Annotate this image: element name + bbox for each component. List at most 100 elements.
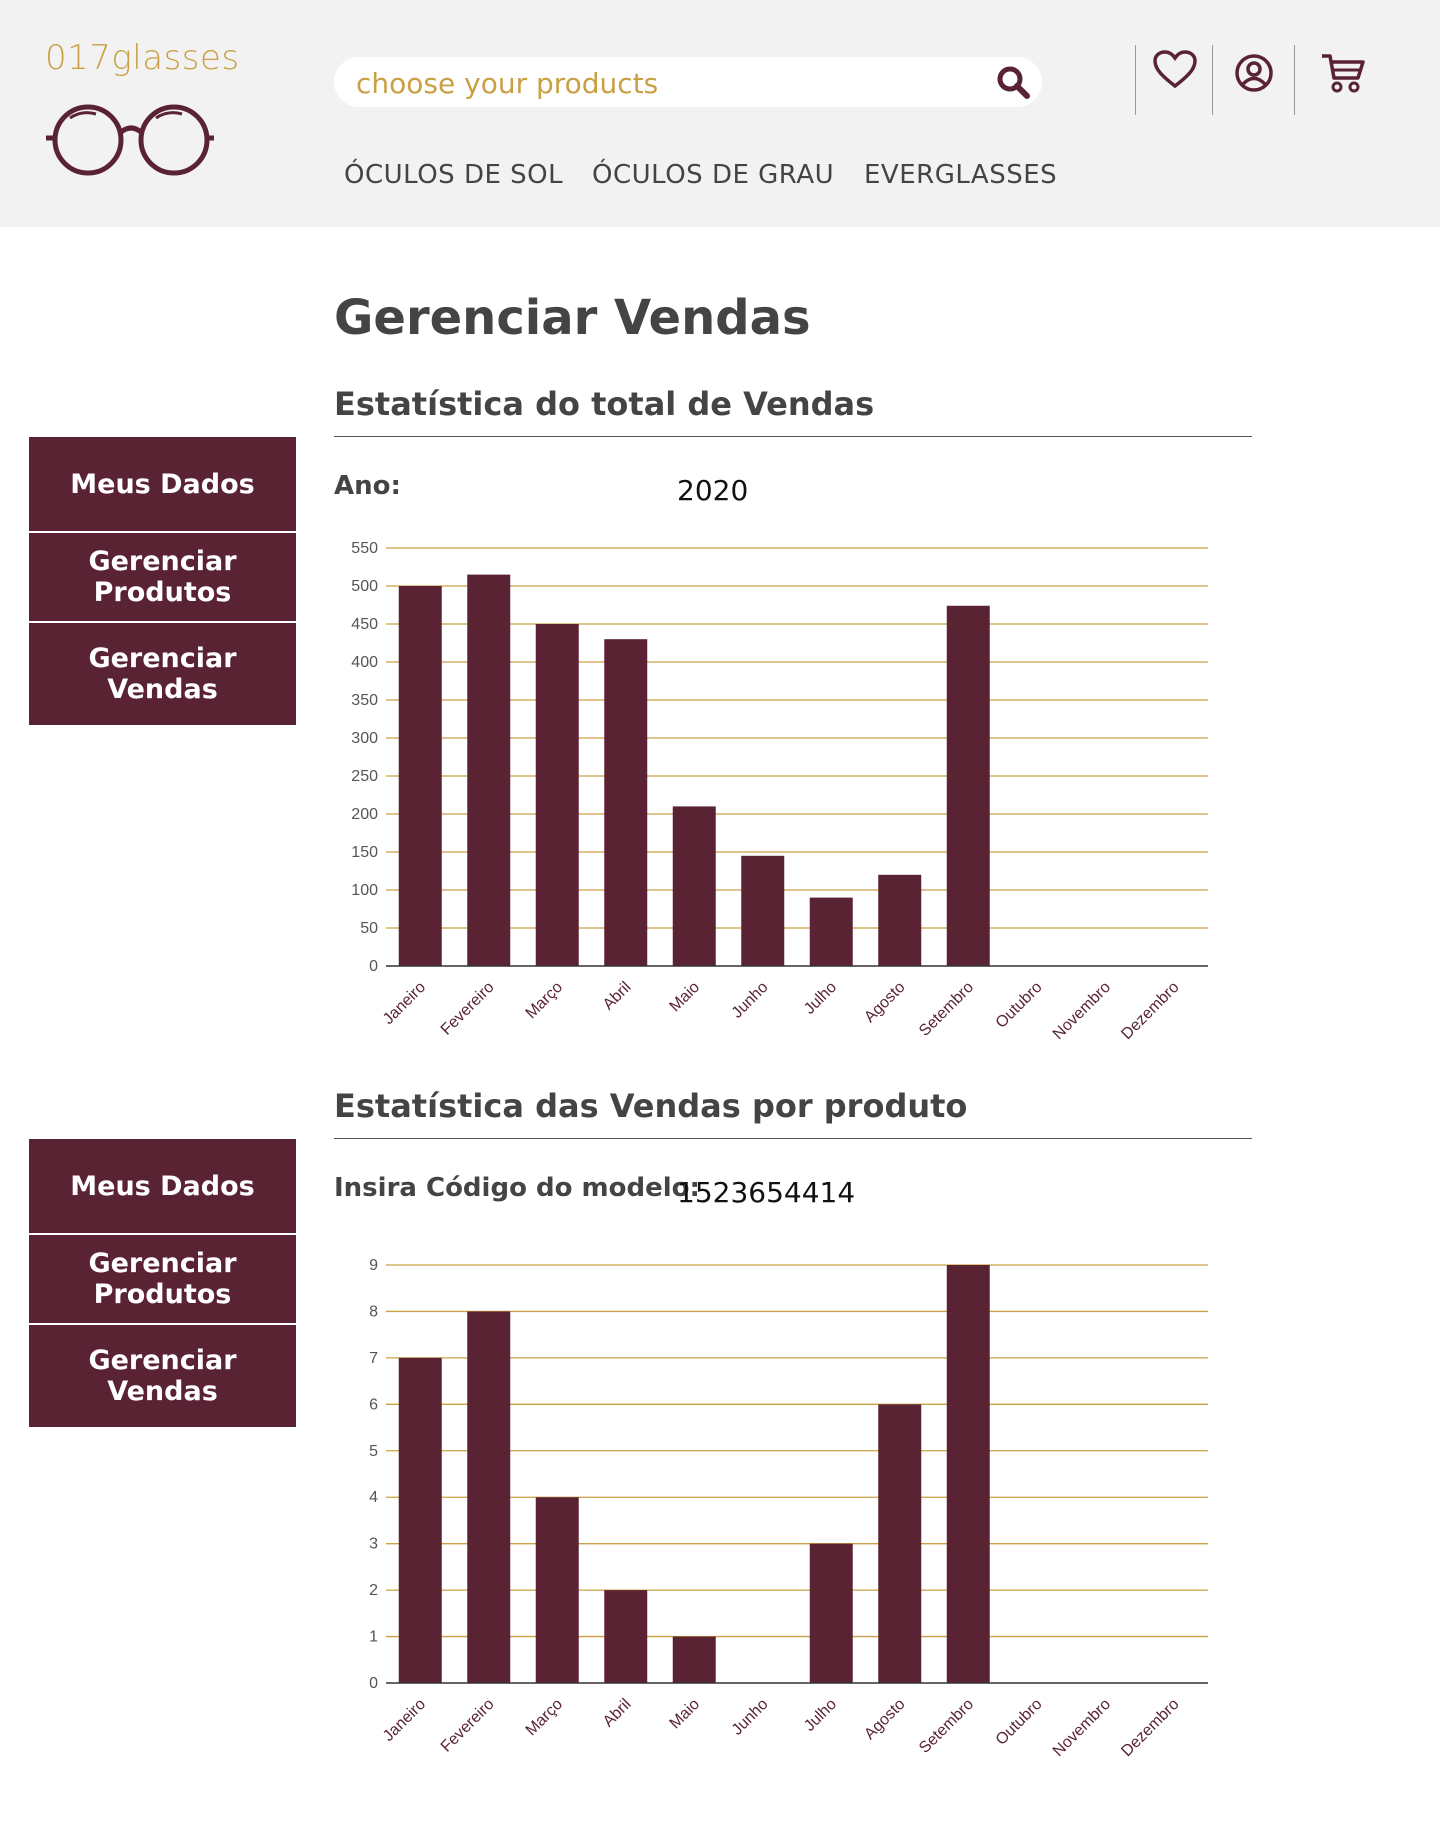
section-divider bbox=[334, 1138, 1252, 1139]
bar-setembro bbox=[946, 605, 990, 966]
section-title-total-vendas: Estatística do total de Vendas bbox=[334, 385, 875, 423]
y-tick-label: 5 bbox=[369, 1443, 378, 1460]
y-tick-label: 0 bbox=[369, 958, 378, 975]
x-tick-label: Maio bbox=[667, 979, 704, 1016]
bar-janeiro bbox=[398, 586, 442, 966]
y-tick-label: 7 bbox=[369, 1350, 378, 1367]
y-tick-label: 6 bbox=[369, 1396, 378, 1413]
sidebar-item-gerenciar-produtos[interactable]: Gerenciar Produtos bbox=[29, 533, 296, 621]
sidebar-separator bbox=[29, 1323, 296, 1325]
x-tick-label: Janeiro bbox=[380, 1696, 429, 1745]
cart-icon[interactable] bbox=[1320, 52, 1366, 94]
x-tick-label: Novembro bbox=[1050, 979, 1114, 1043]
y-tick-label: 550 bbox=[351, 540, 378, 557]
y-tick-label: 450 bbox=[351, 616, 378, 633]
logo-text[interactable]: 017glasses bbox=[45, 38, 240, 78]
x-tick-label: Dezembro bbox=[1118, 1696, 1182, 1760]
sidebar: Meus Dados Gerenciar Produtos Gerenciar … bbox=[29, 1139, 296, 1427]
bar-setembro bbox=[946, 1265, 990, 1683]
y-tick-label: 300 bbox=[351, 730, 378, 747]
x-tick-label: Abril bbox=[600, 979, 635, 1014]
sidebar-item-meus-dados[interactable]: Meus Dados bbox=[29, 1139, 296, 1233]
sidebar-separator bbox=[29, 531, 296, 533]
y-tick-label: 150 bbox=[351, 844, 378, 861]
x-tick-label: Setembro bbox=[916, 1696, 977, 1757]
x-tick-label: Julho bbox=[801, 1696, 840, 1735]
nav-oculos-de-grau[interactable]: ÓCULOS DE GRAU bbox=[592, 160, 835, 190]
user-icon[interactable] bbox=[1234, 53, 1274, 93]
bar-março bbox=[535, 624, 579, 966]
x-tick-label: Julho bbox=[801, 979, 840, 1018]
x-tick-label: Março bbox=[523, 979, 567, 1023]
bar-abril bbox=[604, 1590, 648, 1683]
y-tick-label: 100 bbox=[351, 882, 378, 899]
y-tick-label: 200 bbox=[351, 806, 378, 823]
search-icon[interactable] bbox=[994, 63, 1034, 103]
x-tick-label: Outubro bbox=[993, 1696, 1046, 1749]
sidebar-item-gerenciar-vendas[interactable]: Gerenciar Vendas bbox=[29, 623, 296, 725]
y-tick-label: 400 bbox=[351, 654, 378, 671]
y-tick-label: 8 bbox=[369, 1303, 378, 1320]
nav-everglasses[interactable]: EVERGLASSES bbox=[864, 160, 1058, 190]
bar-agosto bbox=[878, 874, 922, 966]
section-divider bbox=[334, 436, 1252, 437]
year-label: Ano: bbox=[334, 471, 401, 501]
heart-icon[interactable] bbox=[1152, 50, 1198, 90]
bar-março bbox=[535, 1497, 579, 1683]
sales-total-chart: 0 50 100 150 200 250 300 350 400 450 500 550 Janeiro… bbox=[351, 540, 1208, 1043]
x-tick-label: Junho bbox=[729, 979, 772, 1022]
x-tick-label: Janeiro bbox=[380, 979, 429, 1028]
nav-oculos-de-sol[interactable]: ÓCULOS DE SOL bbox=[344, 160, 564, 190]
header-divider bbox=[1294, 45, 1295, 115]
model-code-label: Insira Código do modelo: bbox=[334, 1173, 700, 1203]
y-tick-label: 9 bbox=[369, 1257, 378, 1274]
bar-maio bbox=[672, 806, 716, 966]
y-tick-label: 250 bbox=[351, 768, 378, 785]
x-tick-label: Junho bbox=[729, 1696, 772, 1739]
y-tick-label: 2 bbox=[369, 1582, 378, 1599]
header-divider bbox=[1135, 45, 1136, 115]
header-divider bbox=[1212, 45, 1213, 115]
y-tick-label: 350 bbox=[351, 692, 378, 709]
bar-abril bbox=[604, 639, 648, 966]
y-tick-label: 500 bbox=[351, 578, 378, 595]
x-tick-label: Dezembro bbox=[1118, 979, 1182, 1043]
sidebar-item-gerenciar-produtos[interactable]: Gerenciar Produtos bbox=[29, 1235, 296, 1323]
model-code-value[interactable]: 1523654414 bbox=[677, 1176, 856, 1209]
x-tick-label: Março bbox=[523, 1696, 567, 1740]
search-box bbox=[334, 57, 1042, 109]
bar-julho bbox=[809, 1543, 853, 1683]
x-tick-label: Agosto bbox=[861, 1696, 908, 1743]
sidebar-separator bbox=[29, 621, 296, 623]
year-value[interactable]: 2020 bbox=[677, 474, 749, 507]
x-tick-label: Fevereiro bbox=[438, 979, 498, 1039]
y-tick-label: 1 bbox=[369, 1629, 378, 1646]
bar-fevereiro bbox=[467, 1311, 511, 1683]
x-tick-label: Agosto bbox=[861, 979, 908, 1026]
x-tick-label: Novembro bbox=[1050, 1696, 1114, 1760]
x-tick-label: Fevereiro bbox=[438, 1696, 498, 1756]
page-title: Gerenciar Vendas bbox=[334, 290, 811, 346]
header: 017glasses ÓCULOS DE SOL ÓCULOS DE GRAU … bbox=[0, 0, 1440, 227]
sidebar-separator bbox=[29, 1233, 296, 1235]
sidebar-item-meus-dados[interactable]: Meus Dados bbox=[29, 437, 296, 531]
x-tick-label: Maio bbox=[667, 1696, 704, 1733]
y-tick-label: 50 bbox=[360, 920, 378, 937]
bar-junho bbox=[741, 855, 785, 966]
sidebar-item-gerenciar-vendas[interactable]: Gerenciar Vendas bbox=[29, 1325, 296, 1427]
bar-fevereiro bbox=[467, 574, 511, 966]
bar-julho bbox=[809, 897, 853, 966]
sidebar: Meus Dados Gerenciar Produtos Gerenciar … bbox=[29, 437, 296, 725]
section-title-vendas-produto: Estatística das Vendas por produto bbox=[334, 1087, 968, 1125]
glasses-logo-icon[interactable] bbox=[44, 100, 216, 176]
search-input[interactable] bbox=[354, 57, 958, 109]
x-tick-label: Abril bbox=[600, 1696, 635, 1731]
bar-agosto bbox=[878, 1404, 922, 1683]
sales-product-chart: 0 1 2 3 4 5 6 7 8 9 Janeiro Fevereiro Março Abril Maio… bbox=[369, 1257, 1208, 1760]
y-tick-label: 4 bbox=[369, 1489, 378, 1506]
bar-janeiro bbox=[398, 1357, 442, 1683]
x-tick-label: Outubro bbox=[993, 979, 1046, 1032]
y-tick-label: 3 bbox=[369, 1536, 378, 1553]
bar-maio bbox=[672, 1636, 716, 1683]
y-tick-label: 0 bbox=[369, 1675, 378, 1692]
